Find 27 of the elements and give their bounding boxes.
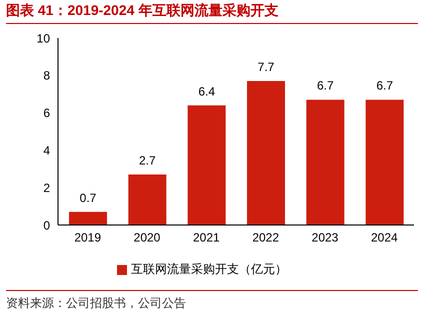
- x-tick-label: 2021: [192, 230, 220, 245]
- x-tick-label: 2023: [312, 230, 339, 245]
- y-tick-label: 2: [43, 180, 50, 195]
- y-tick-label: 6: [43, 106, 50, 120]
- bar: [69, 212, 107, 225]
- bar: [128, 174, 166, 225]
- y-tick-label: 8: [43, 68, 50, 83]
- y-tick-label: 4: [43, 143, 50, 158]
- data-label: 6.7: [376, 78, 394, 93]
- bar: [247, 81, 285, 225]
- x-tick-label: 2019: [74, 230, 102, 245]
- data-label: 0.7: [80, 190, 97, 205]
- x-tick-label: 2022: [252, 230, 280, 245]
- bar: [366, 100, 404, 225]
- data-label: 2.7: [138, 154, 156, 168]
- data-label: 6.7: [316, 78, 334, 93]
- x-tick-label: 2020: [134, 230, 161, 245]
- text: 资料来源：公司招股书，公司公告: [6, 295, 187, 312]
- legend-label: 互联网流量采购开支（亿元）: [131, 262, 287, 276]
- data-label: 7.7: [258, 60, 275, 74]
- chart-title: 图表 41：2019-2024 年互联网流量采购开支: [6, 2, 418, 24]
- data-label: 6.4: [198, 84, 216, 98]
- bar: [188, 105, 226, 225]
- x-tick-label: 2024: [370, 230, 398, 245]
- y-tick-label: 10: [36, 31, 50, 46]
- bar: [306, 100, 344, 225]
- y-tick-label: 0: [43, 218, 50, 232]
